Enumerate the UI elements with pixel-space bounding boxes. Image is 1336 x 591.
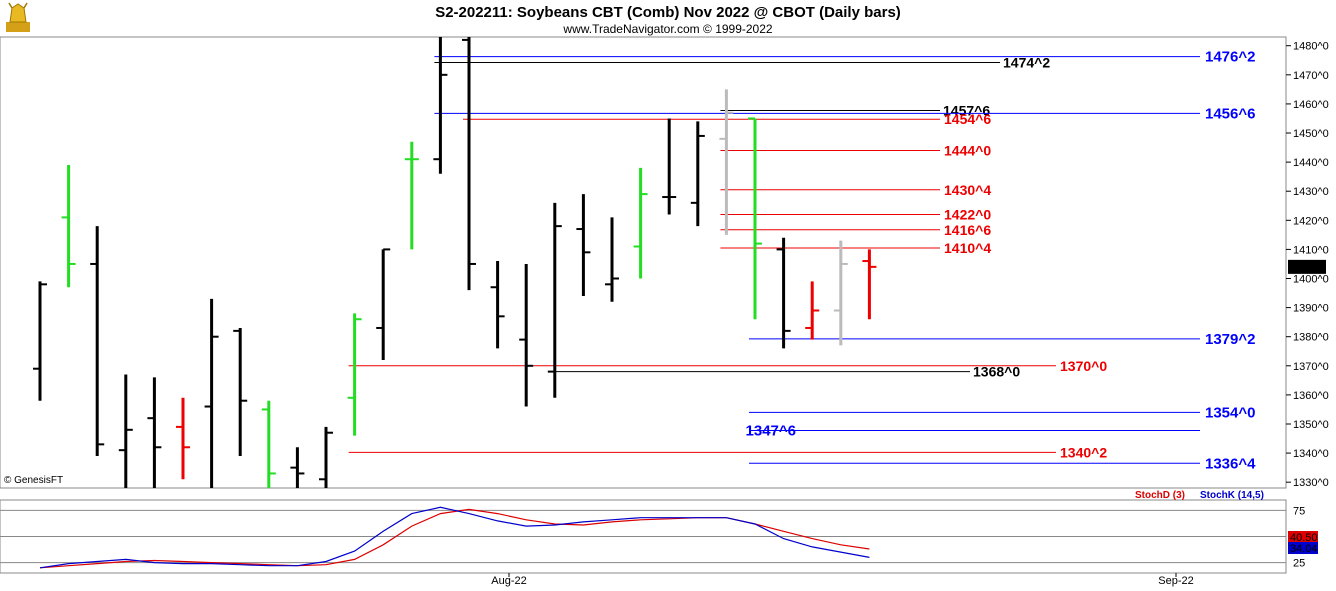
date-tick-label: Sep-22 (1158, 575, 1193, 587)
stoch-value-label: 34.04 (1290, 543, 1318, 555)
level-label: 1416^6 (944, 222, 991, 238)
level-label: 1354^0 (1205, 404, 1255, 421)
legend-stochd: StochD (3) (1135, 490, 1185, 501)
date-axis: Aug-22 Sep-22 (491, 573, 1194, 587)
price-tick-label: 1340^0 (1293, 448, 1329, 460)
price-tick-label: 1330^0 (1293, 477, 1329, 489)
bull-logo-icon (6, 2, 30, 32)
level-label: 1347^6 (746, 423, 796, 440)
level-label: 1370^0 (1060, 358, 1107, 374)
price-tick-label: 1470^0 (1293, 70, 1329, 82)
stoch-value-bg (1288, 531, 1318, 543)
level-label: 1336^4 (1205, 455, 1256, 472)
stoch-legend: StochD (3) StochK (14,5) (1135, 490, 1264, 501)
price-tick-label: 1420^0 (1293, 215, 1329, 227)
price-tick-label: 1410^0 (1293, 244, 1329, 256)
chart-title: S2-202211: Soybeans CBT (Comb) Nov 2022 … (435, 4, 901, 21)
last-price-box: 1404^0 (1288, 259, 1326, 274)
level-label: 1454^6 (944, 111, 991, 127)
level-label: 1444^0 (944, 142, 991, 158)
stoch-lines (39, 506, 870, 569)
level-label: 1340^2 (1060, 444, 1107, 460)
stoch-value-bg (1288, 542, 1318, 554)
stoch-series-line (39, 506, 870, 569)
price-bars (33, 37, 877, 488)
level-label: 1422^0 (944, 206, 991, 222)
last-price-label: 1404^0 (1290, 262, 1326, 274)
legend-stochk: StochK (14,5) (1200, 490, 1264, 501)
logo (6, 2, 30, 32)
price-tick-label: 1400^0 (1293, 274, 1329, 286)
price-tick-label: 1380^0 (1293, 332, 1329, 344)
price-tick-label: 1350^0 (1293, 419, 1329, 431)
stoch-tick-label: 75 (1293, 505, 1305, 517)
date-tick-label: Aug-22 (491, 575, 526, 587)
level-label: 1410^4 (944, 240, 991, 256)
stoch-value-label: 40.50 (1290, 532, 1318, 544)
price-tick-label: 1360^0 (1293, 390, 1329, 402)
price-panel-frame (0, 36, 1287, 489)
price-tick-label: 1450^0 (1293, 128, 1329, 140)
level-label: 1457^6 (943, 102, 990, 118)
stoch-tick-label: 25 (1293, 558, 1305, 570)
level-lines: 1476^2 1474^2 1457^6 1456^6 1454^6 1444^0 1430… (348, 49, 1256, 472)
chart-subtitle: www.TradeNavigator.com © 1999-2022 (562, 22, 772, 36)
price-tick-label: 1430^0 (1293, 186, 1329, 198)
level-label: 1430^4 (944, 182, 991, 198)
price-tick-label: 1370^0 (1293, 361, 1329, 373)
level-label: 1476^2 (1205, 49, 1255, 66)
price-tick-label: 1460^0 (1293, 99, 1329, 111)
last-price-bg (1288, 259, 1326, 274)
level-label: 1368^0 (973, 364, 1020, 380)
level-label: 1474^2 (1003, 54, 1050, 70)
price-axis: 1330^0 1340^0 1350^0 1360^0 1370^0 1380^0 1390… (1286, 41, 1329, 489)
price-tick-label: 1440^0 (1293, 157, 1329, 169)
level-label: 1379^2 (1205, 331, 1255, 348)
stoch-series-line (39, 508, 870, 569)
price-tick-label: 1480^0 (1293, 41, 1329, 53)
watermark: © GenesisFT (4, 475, 63, 486)
level-label: 1456^6 (1205, 105, 1255, 122)
price-tick-label: 1390^0 (1293, 303, 1329, 315)
